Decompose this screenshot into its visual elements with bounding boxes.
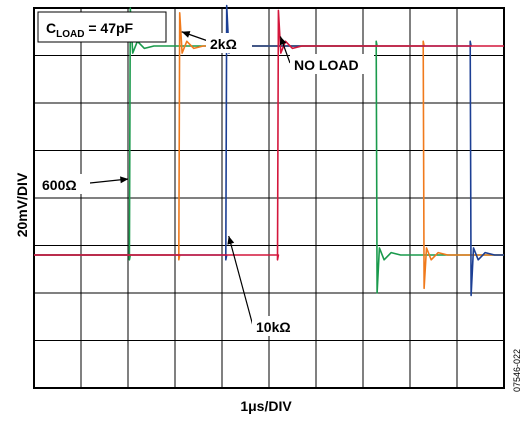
label-no-load: NO LOAD — [294, 57, 359, 73]
y-axis-label: 20mV/DIV — [14, 173, 30, 238]
label-10k: 10kΩ — [256, 319, 291, 335]
x-axis-label: 1μs/DIV — [0, 398, 532, 414]
title-suffix: = 47pF — [84, 20, 133, 36]
title-subscript: LOAD — [56, 29, 84, 40]
title-prefix: C — [46, 20, 56, 36]
figure-id: 07546-022 — [512, 349, 522, 392]
label-600: 600Ω — [42, 177, 77, 193]
label-2k: 2kΩ — [210, 36, 237, 52]
